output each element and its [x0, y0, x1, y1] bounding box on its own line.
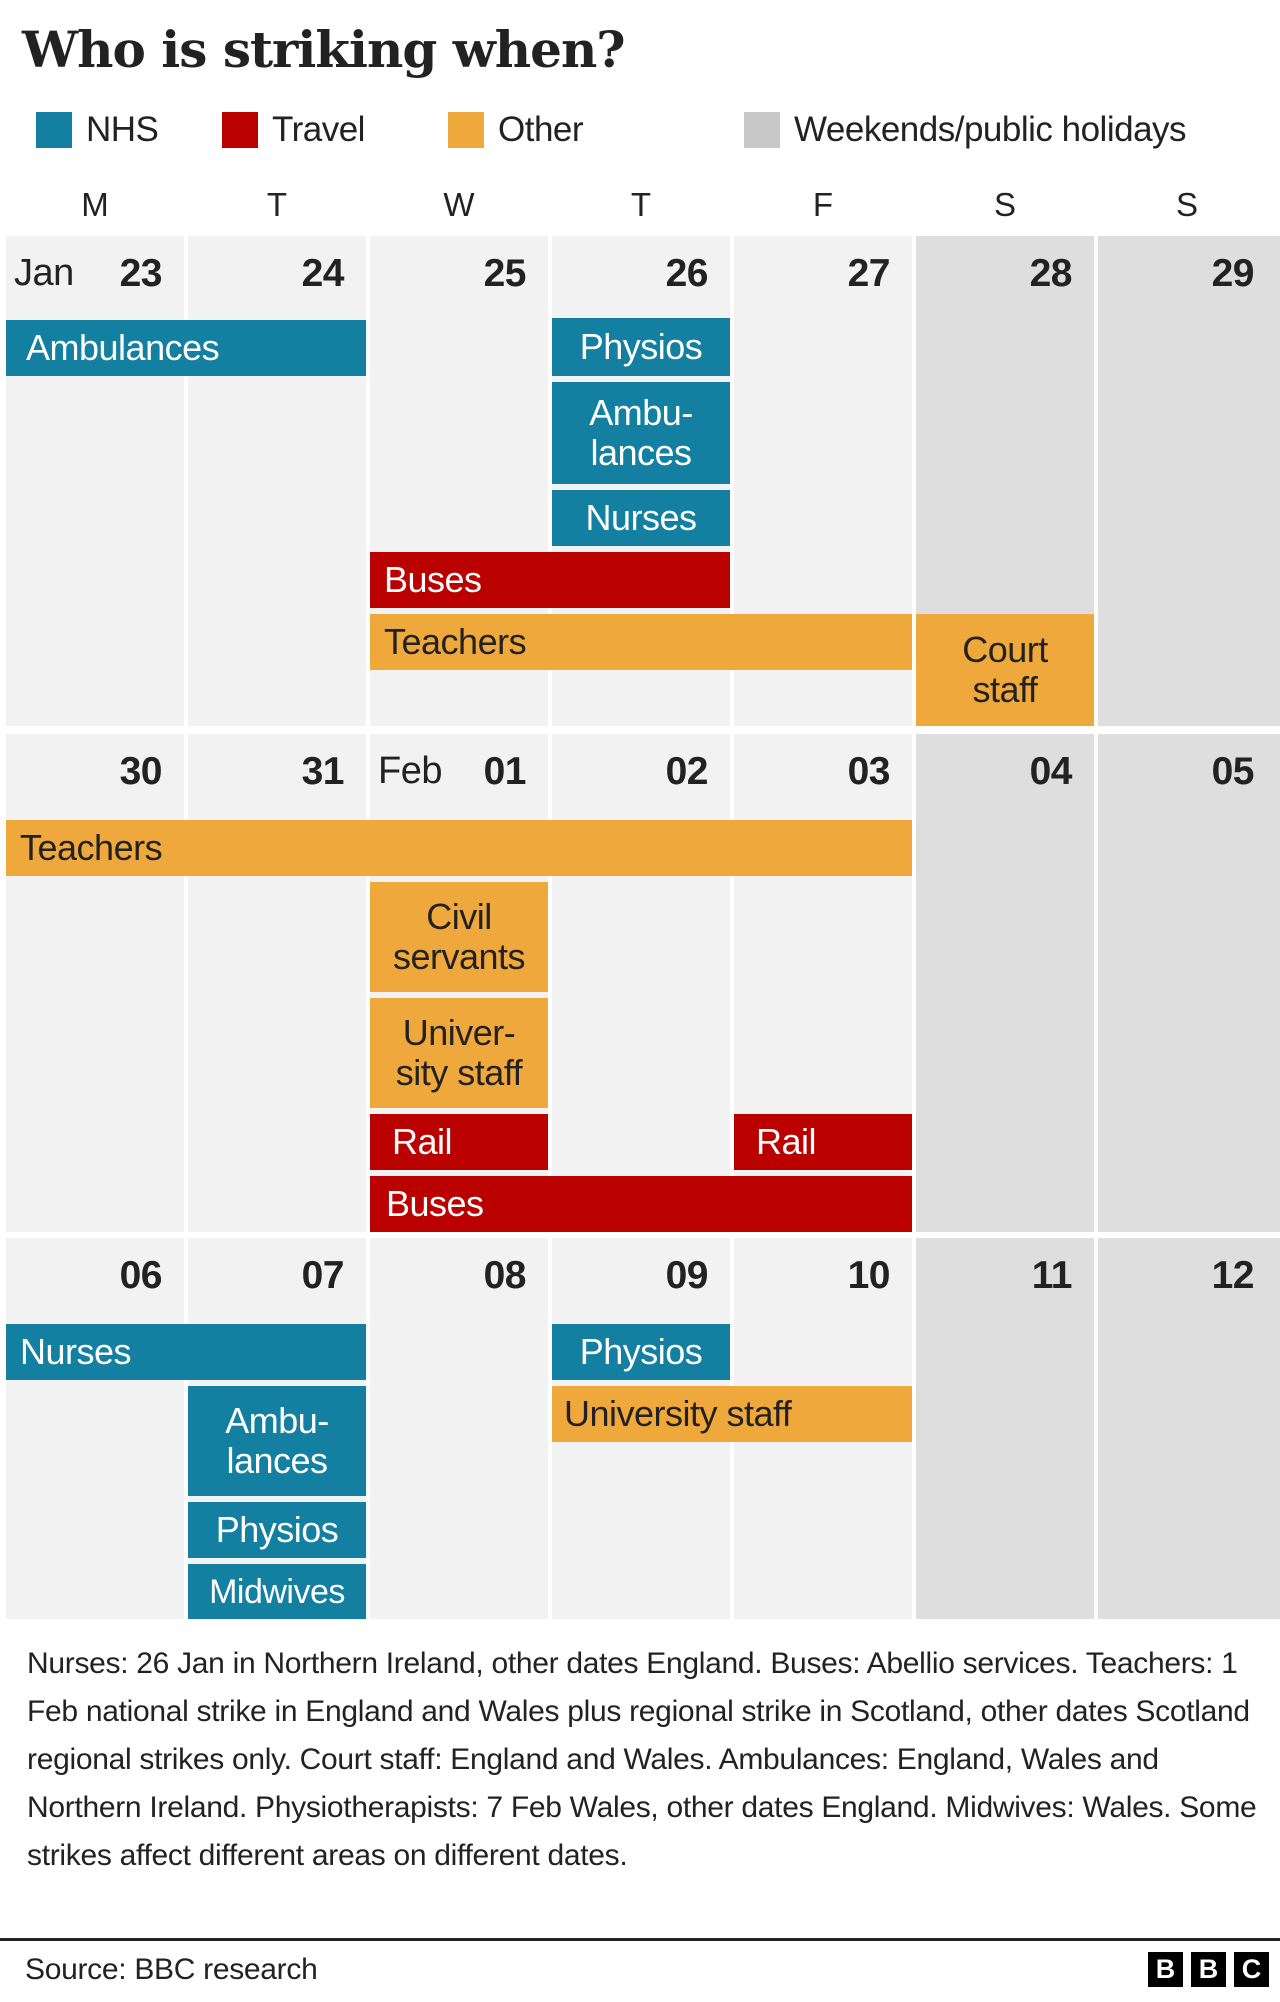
date-number: 05	[1211, 750, 1255, 793]
strike-bar-court-staff: Court staff	[916, 614, 1094, 726]
week-row-2: 30 31 Feb 01 02 03 04 05 Teachers Civil …	[0, 734, 1280, 1232]
weekday-header: M T W T F S S	[0, 186, 1280, 226]
date-number: 11	[1031, 1254, 1073, 1297]
day-cell: 06	[6, 1238, 184, 1619]
legend-label-travel: Travel	[272, 110, 365, 149]
source-text: Source: BBC research	[25, 1953, 318, 1986]
legend-item-nhs: NHS	[36, 110, 159, 149]
weekday-label: T	[266, 186, 288, 223]
legend-item-other: Other	[448, 110, 584, 149]
weekday-label: T	[630, 186, 652, 223]
date-number: 29	[1211, 252, 1255, 295]
strike-bar-rail: Rail	[370, 1114, 548, 1170]
day-cell: 02	[552, 734, 730, 1232]
date-number: 24	[301, 252, 345, 295]
weekend-cell: 05	[1098, 734, 1280, 1232]
strike-bar-nurses: Nurses	[6, 1324, 366, 1380]
weekend-cell: 12	[1098, 1238, 1280, 1619]
weekend-cell: 29	[1098, 236, 1280, 726]
day-cell: Jan 23	[6, 236, 184, 726]
logo-letter: C	[1234, 1952, 1269, 1987]
day-cell: 08	[370, 1238, 548, 1619]
logo-letter: B	[1191, 1952, 1226, 1987]
legend-label-weekends: Weekends/public holidays	[794, 110, 1187, 149]
date-number: 02	[665, 750, 709, 793]
date-number: 07	[301, 1254, 345, 1297]
legend-label-other: Other	[498, 110, 584, 149]
strike-bar-university-staff: University staff	[552, 1386, 912, 1442]
weekday-label: S	[1175, 186, 1198, 223]
strike-bar-physios: Physios	[552, 1324, 730, 1380]
date-number: 27	[847, 252, 891, 295]
date-number: 04	[1029, 750, 1073, 793]
strike-bar-teachers: Teachers	[370, 614, 912, 670]
logo-letter: B	[1148, 1952, 1183, 1987]
date-number: 23	[119, 252, 163, 295]
weekday-label: F	[812, 186, 834, 223]
weekday-label: W	[443, 186, 475, 223]
day-cell: 30	[6, 734, 184, 1232]
weekday-label: S	[993, 186, 1016, 223]
strike-bar-civil-servants: Civil servants	[370, 882, 548, 992]
strike-bar-physios: Physios	[552, 318, 730, 376]
date-number: 28	[1029, 252, 1073, 295]
legend-swatch-nhs	[36, 112, 72, 148]
strike-bar-physios: Physios	[188, 1502, 366, 1558]
week-row-3: 06 07 08 09 10 11 12 Nurses Physios Univ…	[0, 1238, 1280, 1619]
date-number: 31	[301, 750, 345, 793]
strike-bar-midwives: Midwives	[188, 1564, 366, 1619]
legend-swatch-weekends	[744, 112, 780, 148]
week-row-1: Jan 23 24 25 26 27 28 29 Ambulances Phys…	[0, 236, 1280, 726]
chart-title: Who is striking when?	[22, 20, 626, 79]
legend-swatch-other	[448, 112, 484, 148]
strike-bar-nurses: Nurses	[552, 490, 730, 546]
date-number: 26	[665, 252, 709, 295]
strike-bar-teachers: Teachers	[6, 820, 912, 876]
date-number: 12	[1211, 1254, 1255, 1297]
legend-label-nhs: NHS	[86, 110, 159, 149]
footnote: Nurses: 26 Jan in Northern Ireland, othe…	[27, 1647, 1257, 1872]
strike-bar-rail: Rail	[734, 1114, 912, 1170]
strike-bar-buses: Buses	[370, 552, 730, 608]
weekend-cell: 11	[916, 1238, 1094, 1619]
date-number: 08	[483, 1254, 527, 1297]
date-number: 06	[119, 1254, 163, 1297]
date-number: 10	[847, 1254, 891, 1297]
strike-bar-ambulances: Ambu-lances	[188, 1386, 366, 1496]
date-number: 09	[665, 1254, 709, 1297]
month-label: Feb	[378, 750, 442, 792]
date-number: 30	[119, 750, 163, 793]
day-cell: 31	[188, 734, 366, 1232]
date-number: 03	[847, 750, 891, 793]
legend-swatch-travel	[222, 112, 258, 148]
legend-item-travel: Travel	[222, 110, 365, 149]
strike-bar-ambulances: Ambu- lances	[552, 382, 730, 484]
legend-item-weekends: Weekends/public holidays	[744, 110, 1187, 149]
day-cell: 24	[188, 236, 366, 726]
weekday-label: M	[81, 186, 109, 223]
date-number: 25	[483, 252, 527, 295]
weekend-cell: 04	[916, 734, 1094, 1232]
strike-bar-ambulances: Ambulances	[6, 320, 366, 376]
strike-bar-university-staff: Univer-sity staff	[370, 998, 548, 1108]
bbc-logo: B B C	[1148, 1952, 1269, 1987]
legend: NHS Travel Other Weekends/public holiday…	[0, 110, 1280, 149]
strike-bar-buses: Buses	[370, 1176, 912, 1232]
date-number: 01	[483, 750, 527, 793]
month-label: Jan	[14, 252, 74, 294]
divider	[0, 1938, 1280, 1941]
